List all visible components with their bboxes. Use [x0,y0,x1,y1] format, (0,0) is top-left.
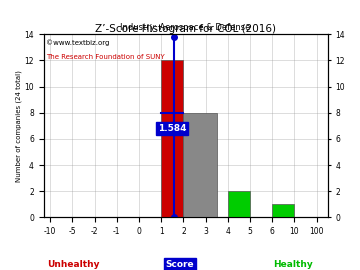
Bar [161,60,184,217]
Y-axis label: Number of companies (24 total): Number of companies (24 total) [15,70,22,182]
Text: Industry: Aerospace & Defense: Industry: Aerospace & Defense [121,23,251,32]
Text: Healthy: Healthy [274,260,313,269]
Text: Score: Score [166,260,194,269]
Text: ©www.textbiz.org: ©www.textbiz.org [46,40,110,46]
Bar [228,191,250,217]
Text: 1.584: 1.584 [158,124,186,133]
Text: Unhealthy: Unhealthy [47,260,99,269]
Title: Z’-Score Histogram for COL (2016): Z’-Score Histogram for COL (2016) [95,24,276,34]
Text: The Research Foundation of SUNY: The Research Foundation of SUNY [46,54,165,60]
Bar [272,204,294,217]
Bar [184,113,217,217]
